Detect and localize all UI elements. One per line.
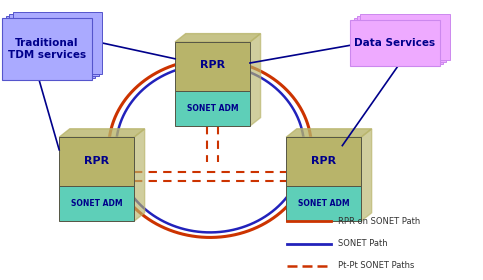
Text: SONET ADM: SONET ADM (71, 199, 122, 208)
Text: SONET ADM: SONET ADM (187, 104, 238, 113)
Text: Traditional
TDM services: Traditional TDM services (8, 38, 86, 60)
Text: RPR: RPR (311, 156, 336, 165)
FancyBboxPatch shape (13, 12, 102, 74)
Polygon shape (175, 34, 261, 42)
Text: SONET ADM: SONET ADM (298, 199, 349, 208)
FancyBboxPatch shape (9, 14, 99, 76)
FancyBboxPatch shape (357, 16, 446, 62)
Polygon shape (59, 129, 145, 137)
Text: SONET Path: SONET Path (338, 239, 388, 248)
Text: Data Services: Data Services (355, 38, 435, 48)
FancyBboxPatch shape (286, 186, 361, 221)
Text: RPR on SONET Path: RPR on SONET Path (338, 217, 420, 226)
Polygon shape (286, 129, 372, 137)
FancyBboxPatch shape (175, 42, 250, 91)
Polygon shape (134, 129, 145, 221)
FancyBboxPatch shape (6, 16, 95, 78)
FancyBboxPatch shape (175, 91, 250, 126)
Text: Pt-Pt SONET Paths: Pt-Pt SONET Paths (338, 262, 414, 270)
Polygon shape (250, 34, 261, 126)
Polygon shape (361, 129, 372, 221)
Text: RPR: RPR (84, 156, 109, 165)
FancyBboxPatch shape (350, 20, 440, 66)
FancyBboxPatch shape (59, 137, 134, 186)
Text: RPR: RPR (200, 60, 225, 70)
FancyBboxPatch shape (59, 186, 134, 221)
FancyBboxPatch shape (354, 18, 443, 64)
FancyBboxPatch shape (2, 18, 92, 80)
FancyBboxPatch shape (360, 14, 450, 60)
FancyBboxPatch shape (286, 137, 361, 186)
